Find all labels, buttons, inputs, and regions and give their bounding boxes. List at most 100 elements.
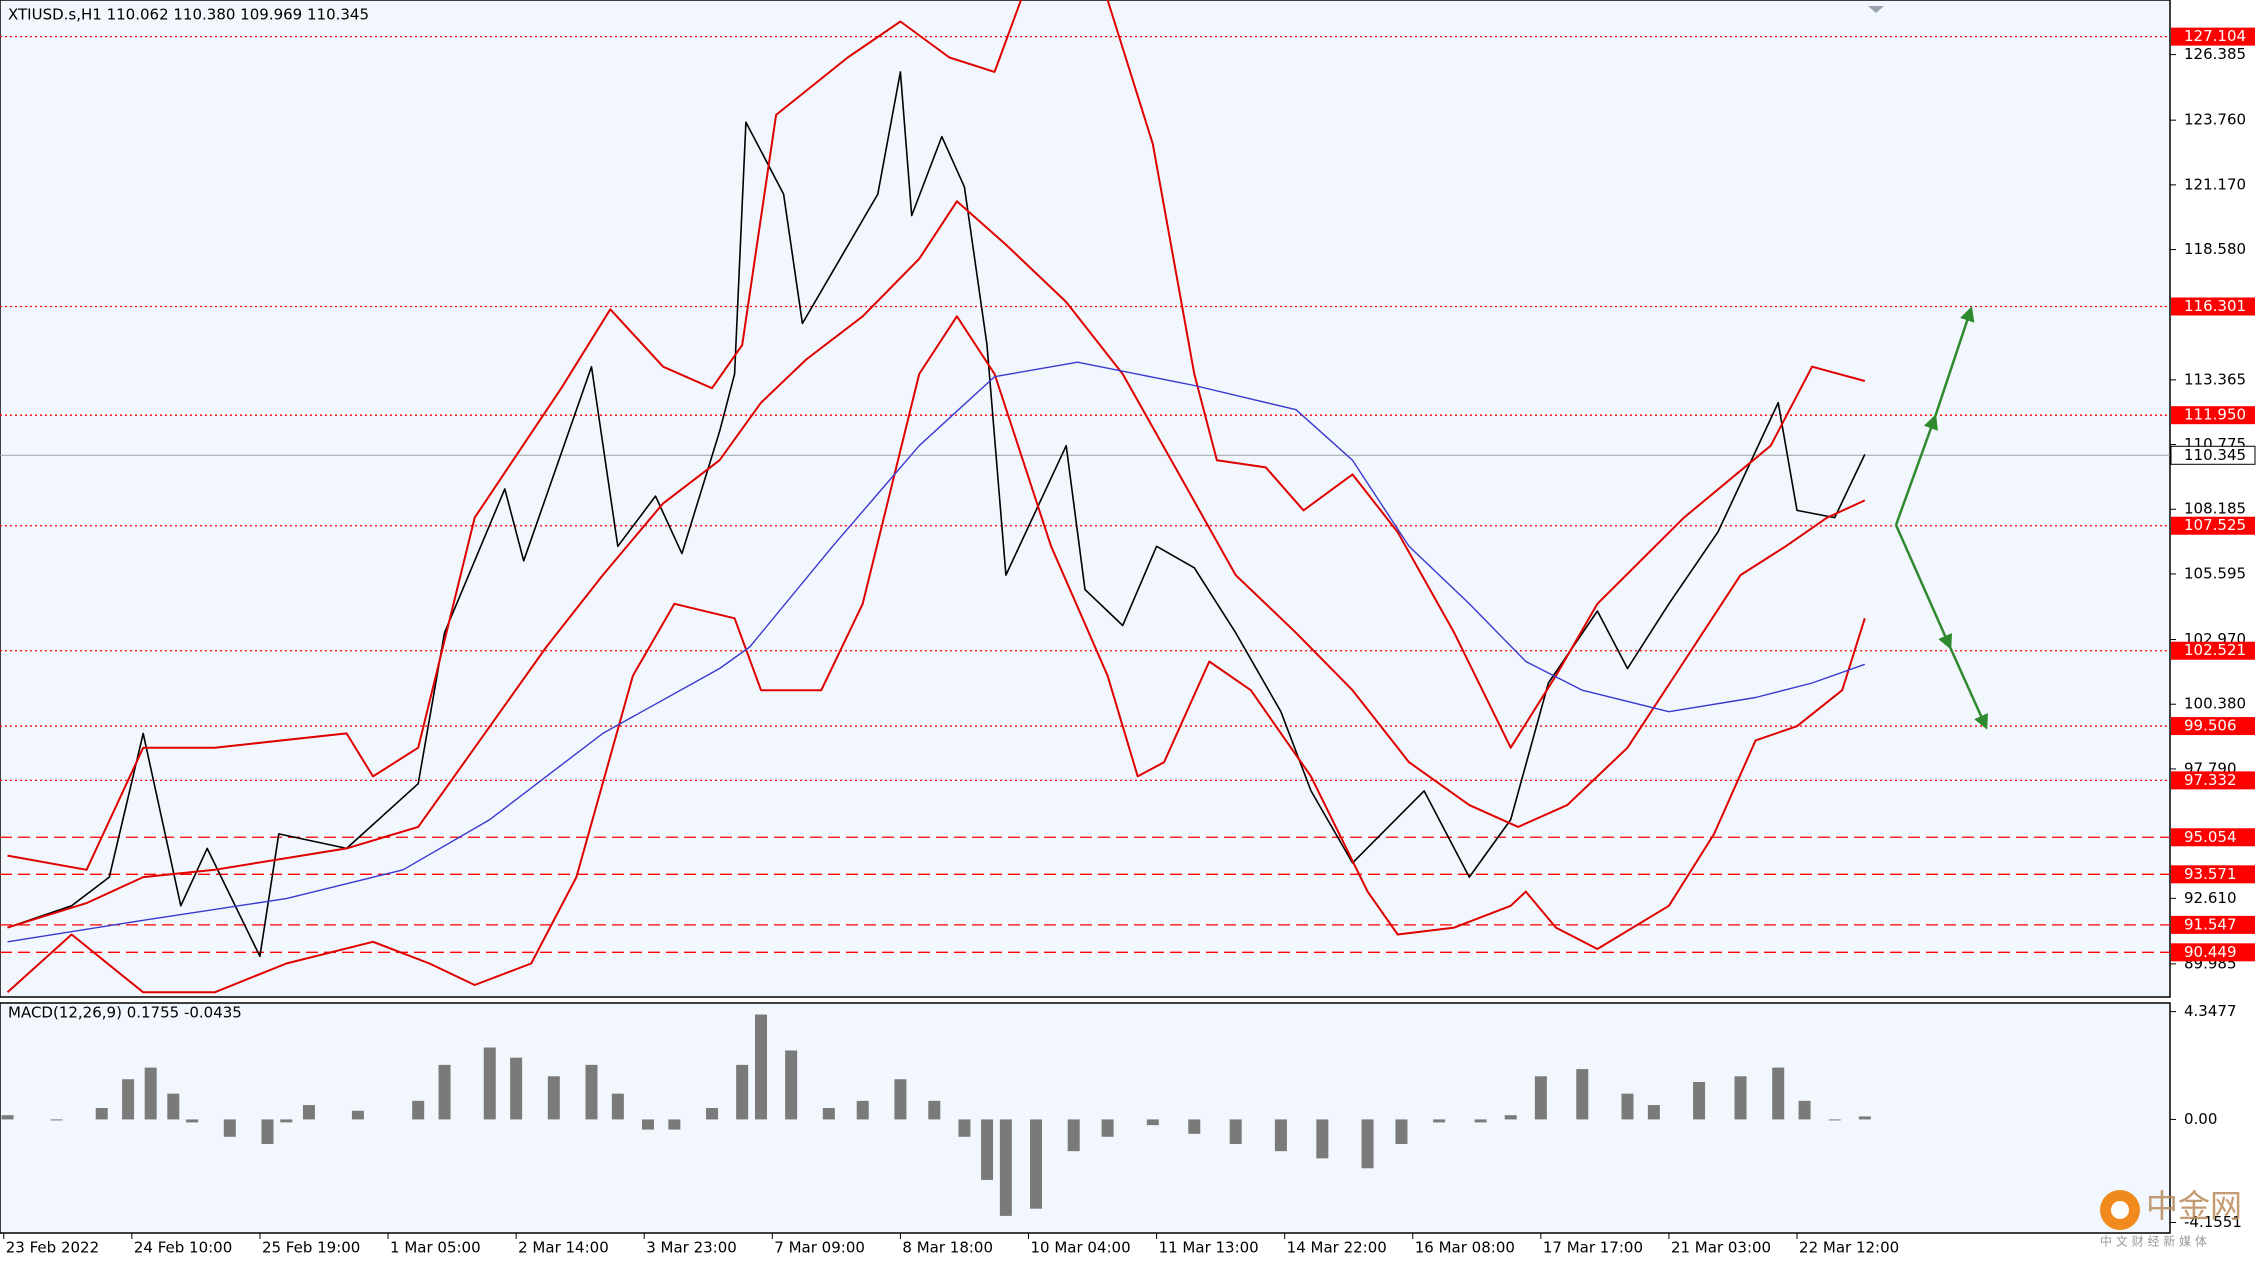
macd-bar bbox=[856, 1100, 869, 1120]
macd-bar bbox=[1188, 1119, 1201, 1134]
y-tick-label: 92.610 bbox=[2184, 889, 2237, 907]
x-tick-label: 10 Mar 04:00 bbox=[1030, 1239, 1130, 1257]
macd-bar bbox=[1647, 1105, 1660, 1120]
scroll-marker bbox=[1868, 6, 1884, 13]
macd-bar bbox=[50, 1119, 63, 1121]
y-tick-label: 126.385 bbox=[2184, 45, 2246, 63]
macd-bar bbox=[122, 1079, 135, 1120]
level-label-box bbox=[2171, 406, 2255, 425]
macd-bar bbox=[167, 1093, 180, 1120]
level-label-box bbox=[2171, 943, 2255, 962]
macd-bar bbox=[1474, 1119, 1487, 1123]
macd-bar bbox=[483, 1047, 496, 1120]
macd-bar bbox=[785, 1050, 798, 1120]
macd-bar bbox=[958, 1119, 971, 1137]
macd-bar bbox=[928, 1100, 941, 1120]
projection-arrows bbox=[1894, 306, 1988, 730]
macd-bar bbox=[1395, 1119, 1408, 1144]
macd-bar bbox=[438, 1064, 451, 1120]
level-label: 97.332 bbox=[2184, 771, 2237, 789]
macd-bar bbox=[1772, 1067, 1785, 1120]
macd-bar bbox=[144, 1067, 157, 1120]
macd-bar bbox=[412, 1100, 425, 1120]
level-label: 102.521 bbox=[2184, 641, 2246, 659]
macd-bar bbox=[1274, 1119, 1287, 1152]
level-label: 127.104 bbox=[2184, 27, 2246, 45]
current-price-box bbox=[2170, 445, 2256, 465]
main-plot bbox=[0, 0, 2170, 994]
x-tick-label: 25 Feb 19:00 bbox=[262, 1239, 360, 1257]
macd-bar bbox=[547, 1076, 560, 1120]
x-tick-label: 11 Mar 13:00 bbox=[1159, 1239, 1259, 1257]
macd-bar bbox=[1621, 1093, 1634, 1120]
y-tick-label: 121.170 bbox=[2184, 175, 2246, 193]
arrow-down-1 bbox=[1894, 524, 1953, 650]
x-tick-label: 1 Mar 05:00 bbox=[390, 1239, 481, 1257]
macd-bar bbox=[1534, 1076, 1547, 1120]
macd-bar bbox=[351, 1110, 364, 1120]
macd-bar bbox=[641, 1119, 654, 1130]
level-label: 99.506 bbox=[2184, 717, 2237, 735]
level-label-box bbox=[2171, 516, 2255, 535]
current-price-label: 110.345 bbox=[2184, 446, 2246, 464]
indicator-line bbox=[7, 200, 1866, 929]
main-panel bbox=[0, 0, 2171, 998]
level-label: 116.301 bbox=[2184, 297, 2246, 315]
macd-bar bbox=[1361, 1119, 1374, 1169]
level-label-box bbox=[2171, 27, 2255, 46]
macd-bar bbox=[1146, 1119, 1159, 1126]
level-label: 91.547 bbox=[2184, 915, 2237, 933]
macd-bar bbox=[822, 1108, 835, 1120]
level-label-box bbox=[2171, 297, 2255, 316]
level-label: 90.449 bbox=[2184, 943, 2237, 961]
x-tick-label: 21 Mar 03:00 bbox=[1671, 1239, 1771, 1257]
x-tick-label: 2 Mar 14:00 bbox=[518, 1239, 609, 1257]
level-label-box bbox=[2171, 915, 2255, 934]
macd-bar bbox=[999, 1119, 1012, 1216]
x-tick-label: 7 Mar 09:00 bbox=[774, 1239, 865, 1257]
level-label: 111.950 bbox=[2184, 406, 2246, 424]
indicator-line bbox=[6, 315, 1866, 994]
macd-label: MACD(12,26,9) 0.1755 -0.0435 bbox=[8, 1004, 242, 1022]
x-tick-label: 8 Mar 18:00 bbox=[902, 1239, 993, 1257]
macd-y-tick-label: 4.3477 bbox=[2184, 1002, 2237, 1020]
y-tick-label: 105.595 bbox=[2184, 564, 2246, 582]
macd-bar bbox=[95, 1108, 108, 1120]
macd-bar bbox=[585, 1064, 598, 1120]
macd-y-tick-label: -4.1551 bbox=[2184, 1213, 2242, 1231]
y-tick-label: 100.380 bbox=[2184, 695, 2246, 713]
indicator-line bbox=[7, 0, 1866, 871]
macd-bar bbox=[1858, 1116, 1871, 1120]
level-label: 95.054 bbox=[2184, 828, 2237, 846]
x-tick-label: 16 Mar 08:00 bbox=[1415, 1239, 1515, 1257]
watermark: 中金网 中 文 财 经 新 媒 体 bbox=[2100, 1187, 2242, 1249]
macd-plot bbox=[1, 1014, 1871, 1216]
arrow-down-2 bbox=[1948, 646, 1988, 730]
macd-bar bbox=[1504, 1115, 1517, 1120]
macd-y-tick-label: 0.00 bbox=[2184, 1110, 2217, 1128]
macd-bar bbox=[1316, 1119, 1329, 1159]
y-tick-label: 108.185 bbox=[2184, 500, 2246, 518]
level-label-box bbox=[2171, 717, 2255, 736]
macd-bar bbox=[894, 1079, 907, 1120]
macd-bar bbox=[981, 1119, 994, 1180]
macd-bar bbox=[223, 1119, 236, 1137]
axes: 126.385123.760121.170118.580113.365110.7… bbox=[3, 27, 2256, 1257]
arrow-up-2 bbox=[1933, 306, 1975, 418]
macd-bar bbox=[261, 1119, 274, 1144]
macd-bar bbox=[1229, 1119, 1242, 1144]
level-label-box bbox=[2171, 771, 2255, 790]
macd-bar bbox=[668, 1119, 681, 1130]
macd-bar bbox=[1030, 1119, 1043, 1209]
macd-bar bbox=[1067, 1119, 1080, 1152]
macd-bar bbox=[1734, 1076, 1747, 1120]
x-tick-label: 22 Mar 12:00 bbox=[1799, 1239, 1899, 1257]
x-tick-label: 17 Mar 17:00 bbox=[1543, 1239, 1643, 1257]
level-label: 93.571 bbox=[2184, 865, 2237, 883]
macd-bar bbox=[736, 1064, 749, 1120]
indicator-line bbox=[7, 361, 1866, 943]
level-label: 107.525 bbox=[2184, 516, 2246, 534]
logo-name: 中金网 bbox=[2146, 1187, 2242, 1225]
